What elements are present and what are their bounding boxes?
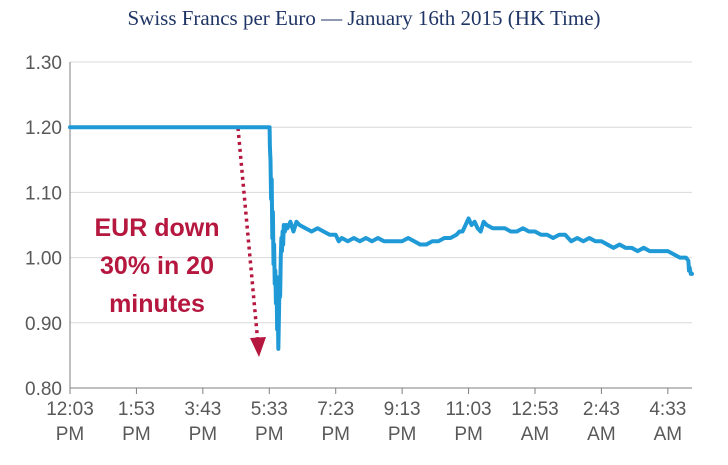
series-line: [68, 125, 694, 351]
x-tick-label-ampm: PM: [122, 424, 151, 445]
x-tick-label-ampm: PM: [56, 424, 85, 445]
annotation-text-line: EUR down: [95, 214, 220, 242]
annotation-arrow-shaft: [236, 127, 260, 345]
x-tick-label: 11:03: [445, 399, 491, 420]
y-tick-label: 1.10: [25, 183, 62, 204]
x-tick-label: 1:53: [118, 399, 155, 420]
annotation-text-line: 30% in 20: [100, 252, 214, 280]
y-tick-label: 0.80: [25, 379, 62, 400]
gridlines: [70, 61, 692, 389]
annotation-arrow-head: [250, 337, 266, 357]
x-tick-label: 12:53: [511, 399, 559, 420]
x-tick-label-ampm: AM: [654, 424, 683, 445]
x-tick-label: 7:23: [317, 399, 354, 420]
y-axis: 0.80 0.90 1.00 1.10 1.20 1.30: [25, 53, 71, 400]
x-tick-label: 5:33: [251, 399, 288, 420]
x-tick-label-ampm: PM: [454, 424, 483, 445]
y-tick-label: 1.30: [25, 53, 62, 74]
x-tick-label-ampm: PM: [321, 424, 350, 445]
annotation: EUR down 30% in 20 minutes: [95, 127, 266, 357]
x-tick-label-ampm: AM: [521, 424, 550, 445]
x-tick-label-ampm: PM: [189, 424, 218, 445]
x-tick-label: 4:33: [649, 399, 686, 420]
x-tick-label: 3:43: [184, 399, 221, 420]
x-tick-label-ampm: AM: [587, 424, 616, 445]
series-group: [68, 125, 694, 351]
x-axis: 12:03 PM 1:53 PM 3:43 PM 5:33 PM 7:23 PM 9:13 PM 11:…: [46, 388, 686, 445]
chart-title: Swiss Francs per Euro — January 16th 201…: [127, 6, 601, 30]
x-tick-label: 9:13: [384, 399, 421, 420]
x-tick-label: 2:43: [583, 399, 620, 420]
x-tick-label-ampm: PM: [388, 424, 417, 445]
y-tick-label: 0.90: [25, 314, 62, 335]
annotation-text-line: minutes: [109, 290, 205, 318]
y-tick-label: 1.20: [25, 118, 62, 139]
x-tick-label-ampm: PM: [255, 424, 284, 445]
x-tick-label: 12:03: [46, 399, 94, 420]
y-tick-label: 1.00: [25, 249, 62, 270]
